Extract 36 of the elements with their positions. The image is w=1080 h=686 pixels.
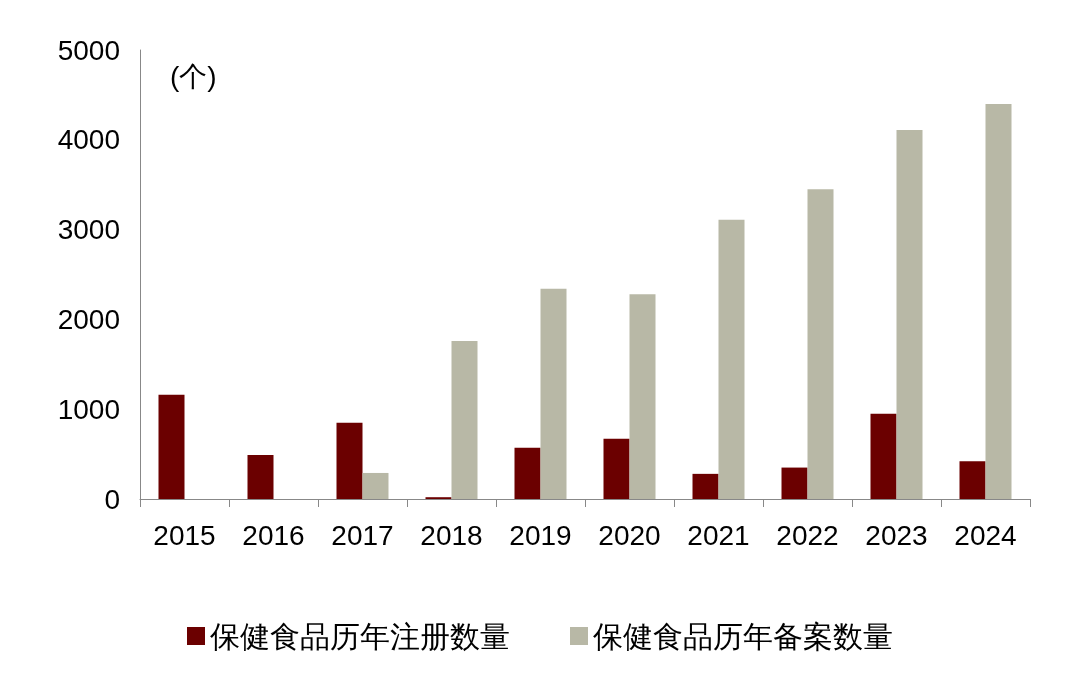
bar [692,473,719,499]
bar [336,422,363,499]
y-tick-label: 2000 [57,303,120,335]
bar [896,129,923,499]
y-tick-label: 4000 [57,124,120,156]
y-tick-label: 3000 [57,214,120,246]
bar [959,461,986,499]
y-tick-label: 1000 [57,393,120,425]
legend-label: 保健食品历年备案数量 [593,619,893,653]
bar [247,455,274,499]
bar [603,438,630,499]
x-tick-label: 2024 [954,519,1017,551]
x-tick-label: 2022 [776,519,839,551]
bar [781,467,808,499]
bar [451,340,478,499]
y-axis-title: (个) [170,60,217,92]
x-tick-label: 2015 [153,519,216,551]
x-tick-label: 2021 [687,519,750,551]
bar [629,294,656,499]
bar [985,103,1012,499]
x-tick-label: 2019 [509,519,572,551]
bar [870,413,897,499]
x-tick-label: 2018 [420,519,483,551]
bar [718,219,745,499]
bar [362,472,389,499]
legend-label: 保健食品历年注册数量 [210,619,510,653]
x-tick-label: 2020 [598,519,661,551]
y-tick-label: 0 [104,483,120,515]
y-tick-label: 5000 [57,34,120,66]
x-tick-label: 2023 [865,519,928,551]
x-tick-label: 2016 [242,519,305,551]
bar [514,447,541,499]
bar [158,394,185,499]
bar [540,288,567,499]
x-tick-label: 2017 [331,519,394,551]
bar [807,189,834,499]
